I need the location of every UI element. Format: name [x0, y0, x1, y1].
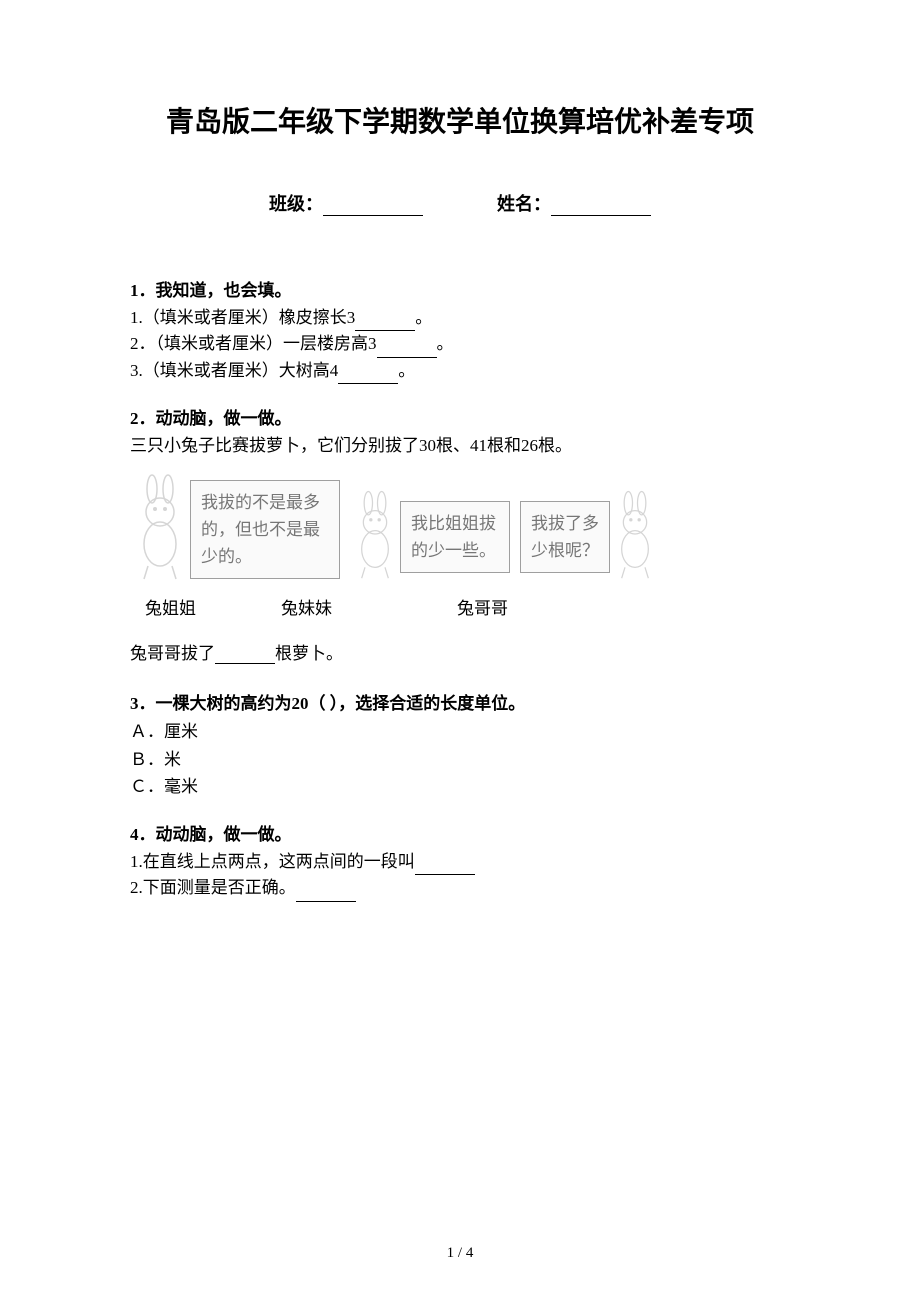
label-sister: 兔姐姐: [145, 594, 196, 619]
name-label: 姓名：: [497, 194, 551, 214]
document-title: 青岛版二年级下学期数学单位换算培优补差专项: [130, 100, 790, 140]
student-info-line: 班级： 姓名：: [130, 190, 790, 216]
q1-item-3: 3.（填米或者厘米）大树高4 。: [130, 358, 790, 384]
question-1: 1．我知道，也会填。 1.（填米或者厘米）橡皮擦长3 。 2．（填米或者厘米）一层…: [130, 276, 790, 384]
q4-blank-1[interactable]: [415, 857, 475, 875]
q2-answer-suffix: 根萝卜。: [275, 644, 343, 663]
q2-answer: 兔哥哥拔了 根萝卜。: [130, 639, 790, 664]
q1-item-1: 1.（填米或者厘米）橡皮擦长3 。: [130, 305, 790, 331]
speech-2: 我比姐姐拔的少一些。: [400, 501, 510, 573]
rabbit-icon-3: [610, 489, 660, 584]
question-2: 2．动动脑，做一做。 三只小兔子比赛拔萝卜，它们分别拔了30根、41根和26根。…: [130, 404, 790, 664]
q1-suffix-1: 。: [415, 308, 432, 327]
q2-answer-prefix: 兔哥哥拔了: [130, 644, 215, 663]
rabbit-icon-2: [350, 489, 400, 584]
q1-blank-3[interactable]: [338, 366, 398, 384]
q2-heading: 2．动动脑，做一做。: [130, 404, 790, 429]
q1-text-3: 3.（填米或者厘米）大树高4: [130, 361, 338, 380]
rabbit-1: 我拔的不是最多的，但也不是最少的。: [130, 474, 340, 584]
q3-option-c: Ｃ．毫米: [130, 773, 790, 800]
q1-text-2: 2．（填米或者厘米）一层楼房高3: [130, 334, 377, 353]
q4-item-2: 2.下面测量是否正确。: [130, 875, 790, 901]
q2-intro: 三只小兔子比赛拔萝卜，它们分别拔了30根、41根和26根。: [130, 433, 790, 459]
q3-options: Ａ．厘米 Ｂ．米 Ｃ．毫米: [130, 718, 790, 800]
rabbit-icon-1: [130, 474, 190, 584]
q1-heading: 1．我知道，也会填。: [130, 276, 790, 301]
speech-3: 我拔了多少根呢？: [520, 501, 610, 573]
q1-blank-2[interactable]: [377, 340, 437, 358]
label-young-sister: 兔妹妹: [281, 594, 332, 619]
q1-item-2: 2．（填米或者厘米）一层楼房高3 。: [130, 331, 790, 357]
speech-1: 我拔的不是最多的，但也不是最少的。: [190, 480, 340, 580]
rabbit-3: 我拔了多少根呢？: [520, 489, 660, 584]
class-blank[interactable]: [323, 196, 423, 216]
rabbit-illustration-group: 我拔的不是最多的，但也不是最少的。 我比姐姐拔的少一些。 我拔了多少根呢？: [130, 474, 790, 584]
rabbit-labels: 兔姐姐 兔妹妹 兔哥哥: [130, 594, 790, 619]
q3-option-b: Ｂ．米: [130, 746, 790, 773]
q1-text-1: 1.（填米或者厘米）橡皮擦长3: [130, 308, 355, 327]
q3-option-a: Ａ．厘米: [130, 718, 790, 745]
q1-suffix-3: 。: [398, 361, 415, 380]
q4-text-1: 1.在直线上点两点，这两点间的一段叫: [130, 852, 415, 871]
question-3: 3．一棵大树的高约为20（ ），选择合适的长度单位。 Ａ．厘米 Ｂ．米 Ｃ．毫米: [130, 689, 790, 800]
question-4: 4．动动脑，做一做。 1.在直线上点两点，这两点间的一段叫 2.下面测量是否正确…: [130, 820, 790, 902]
q4-heading: 4．动动脑，做一做。: [130, 820, 790, 845]
q1-suffix-2: 。: [437, 334, 454, 353]
q1-blank-1[interactable]: [355, 313, 415, 331]
class-label: 班级：: [269, 194, 323, 214]
name-blank[interactable]: [551, 196, 651, 216]
q2-answer-blank[interactable]: [215, 646, 275, 664]
q4-item-1: 1.在直线上点两点，这两点间的一段叫: [130, 849, 790, 875]
q4-text-2: 2.下面测量是否正确。: [130, 878, 296, 897]
page-number: 1 / 4: [0, 1245, 920, 1262]
q4-blank-2[interactable]: [296, 884, 356, 902]
q3-heading: 3．一棵大树的高约为20（ ），选择合适的长度单位。: [130, 689, 790, 714]
rabbit-2: 我比姐姐拔的少一些。: [350, 489, 510, 584]
label-brother: 兔哥哥: [457, 594, 508, 619]
